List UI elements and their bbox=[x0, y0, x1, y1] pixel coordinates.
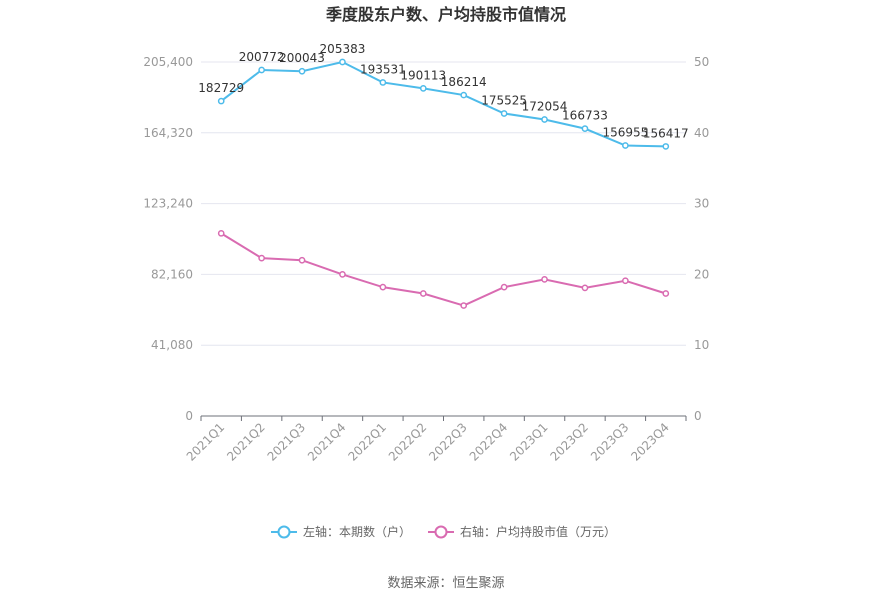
x-tick-label: 2023Q1 bbox=[507, 420, 551, 464]
data-point[interactable] bbox=[339, 58, 346, 66]
y-right-tick-label: 20 bbox=[694, 267, 709, 281]
grid bbox=[201, 61, 686, 346]
y-right-tick-label: 40 bbox=[694, 126, 709, 140]
y-right-tick-label: 0 bbox=[694, 409, 702, 423]
legend-marker-icon bbox=[434, 525, 448, 539]
data-point[interactable] bbox=[298, 67, 306, 75]
y-left-tick-label: 82,160 bbox=[151, 267, 193, 281]
data-point[interactable] bbox=[541, 116, 548, 123]
data-point[interactable] bbox=[541, 276, 548, 283]
data-point[interactable] bbox=[339, 271, 346, 278]
data-point[interactable] bbox=[217, 229, 225, 237]
y-right-tick-label: 50 bbox=[694, 55, 709, 69]
series-2 bbox=[217, 229, 670, 309]
legend-item-1[interactable]: 左轴：本期数（户） bbox=[271, 524, 411, 539]
data-label: 172054 bbox=[522, 99, 568, 113]
data-point[interactable] bbox=[379, 79, 387, 86]
data-label: 166733 bbox=[562, 109, 608, 123]
data-point[interactable] bbox=[622, 142, 629, 149]
chart-title: 季度股东户数、户均持股市值情况 bbox=[325, 5, 566, 24]
x-tick-label: 2023Q2 bbox=[548, 420, 592, 464]
data-label: 193531 bbox=[360, 62, 406, 76]
legend-item-2[interactable]: 右轴：户均持股市值（万元） bbox=[428, 524, 616, 539]
legend-label: 右轴：户均持股市值（万元） bbox=[460, 524, 616, 539]
axes: 0 41,080 82,160 123,240 164,320 205,400 0 10 20 3… bbox=[143, 55, 709, 464]
data-label: 200043 bbox=[279, 51, 325, 65]
data-label: 186214 bbox=[441, 75, 487, 89]
data-point[interactable] bbox=[500, 110, 508, 117]
series-line bbox=[220, 232, 667, 307]
series-lines bbox=[217, 58, 670, 309]
data-point[interactable] bbox=[217, 97, 225, 105]
x-tick-label: 2022Q4 bbox=[467, 420, 511, 464]
data-label: 190113 bbox=[400, 68, 446, 82]
data-point[interactable] bbox=[419, 84, 427, 92]
data-point[interactable] bbox=[258, 254, 265, 262]
x-tick-label: 2022Q2 bbox=[386, 420, 430, 464]
series-1 bbox=[217, 58, 670, 150]
data-point[interactable] bbox=[622, 277, 629, 285]
data-point[interactable] bbox=[662, 290, 670, 297]
data-point[interactable] bbox=[379, 283, 387, 291]
data-label: 156955 bbox=[602, 125, 648, 139]
x-tick-label: 2023Q3 bbox=[588, 420, 632, 464]
y-left-tick-label: 205,400 bbox=[143, 55, 193, 69]
x-tick-label: 2022Q1 bbox=[345, 420, 389, 464]
x-tick-label: 2021Q3 bbox=[265, 420, 309, 464]
x-tick-label: 2021Q4 bbox=[305, 420, 349, 464]
y-left-tick-label: 123,240 bbox=[143, 197, 193, 211]
data-point[interactable] bbox=[500, 283, 508, 291]
data-label: 156417 bbox=[643, 126, 689, 140]
data-label: 175525 bbox=[481, 93, 527, 107]
data-label: 205383 bbox=[320, 42, 366, 56]
data-point[interactable] bbox=[460, 91, 468, 99]
y-left-tick-label: 164,320 bbox=[143, 126, 193, 140]
legend[interactable]: 左轴：本期数（户） 右轴：户均持股市值（万元） bbox=[271, 524, 616, 539]
data-point[interactable] bbox=[460, 302, 468, 309]
data-point[interactable] bbox=[662, 143, 670, 150]
y-right-tick-label: 10 bbox=[694, 338, 709, 352]
data-label: 200772 bbox=[239, 50, 285, 64]
x-tick-label: 2022Q3 bbox=[426, 420, 470, 464]
y-left-tick-label: 41,080 bbox=[151, 338, 193, 352]
legend-label: 左轴：本期数（户） bbox=[303, 524, 411, 539]
x-tick-label: 2021Q1 bbox=[184, 420, 228, 464]
y-left-tick-label: 0 bbox=[185, 409, 193, 423]
x-tick-label: 2021Q2 bbox=[224, 420, 268, 464]
data-point[interactable] bbox=[581, 125, 589, 132]
series-line bbox=[220, 60, 666, 148]
data-point[interactable] bbox=[419, 290, 427, 297]
data-point[interactable] bbox=[581, 284, 589, 292]
source-note: 数据来源：恒生聚源 bbox=[387, 576, 504, 591]
data-label: 182729 bbox=[198, 81, 244, 95]
y-right-tick-label: 30 bbox=[694, 197, 709, 211]
data-point[interactable] bbox=[258, 66, 265, 74]
legend-marker-icon bbox=[277, 525, 291, 539]
x-tick-label: 2023Q4 bbox=[628, 420, 672, 464]
data-point[interactable] bbox=[298, 256, 306, 264]
